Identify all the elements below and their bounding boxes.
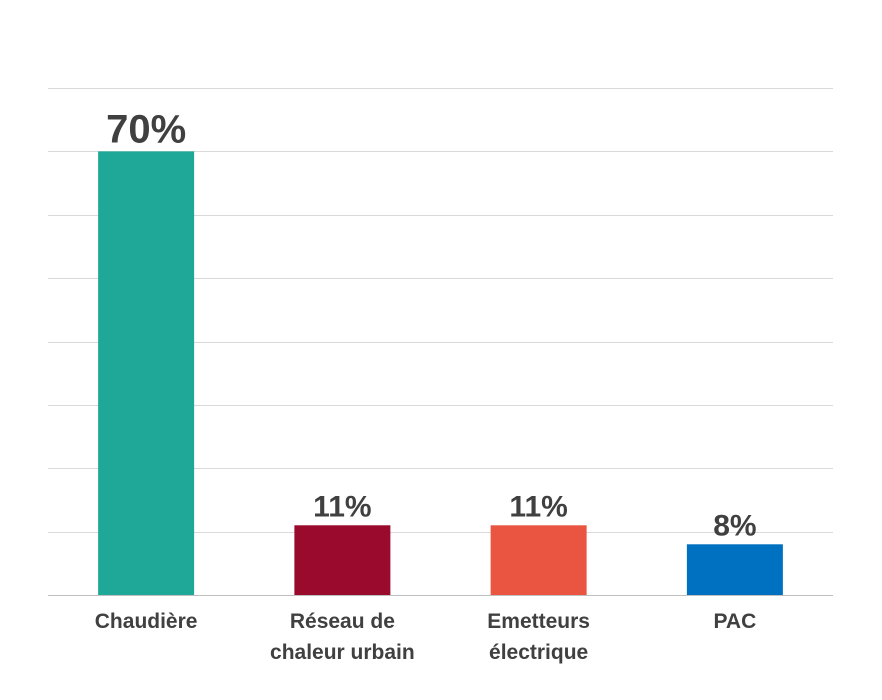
data-label-0: 70% [106,107,186,151]
category-label-reseau-chaleur-urbain: Réseau de chaleur urbain [270,610,415,664]
bars [98,151,783,595]
data-label-1: 11% [313,490,371,523]
data-labels: 70% 11% 11% 8% [106,107,756,542]
bar-0 [98,151,195,595]
category-label-chaudiere: Chaudière [94,610,198,633]
data-label-2: 11% [509,490,567,523]
bar-3 [686,544,783,595]
category-label-pac: PAC [713,610,757,633]
data-label-3: 8% [713,509,756,542]
bar-1 [294,525,391,595]
category-label-emetteurs-electrique: Emetteurs électrique [487,610,590,664]
bar-2 [490,525,587,595]
